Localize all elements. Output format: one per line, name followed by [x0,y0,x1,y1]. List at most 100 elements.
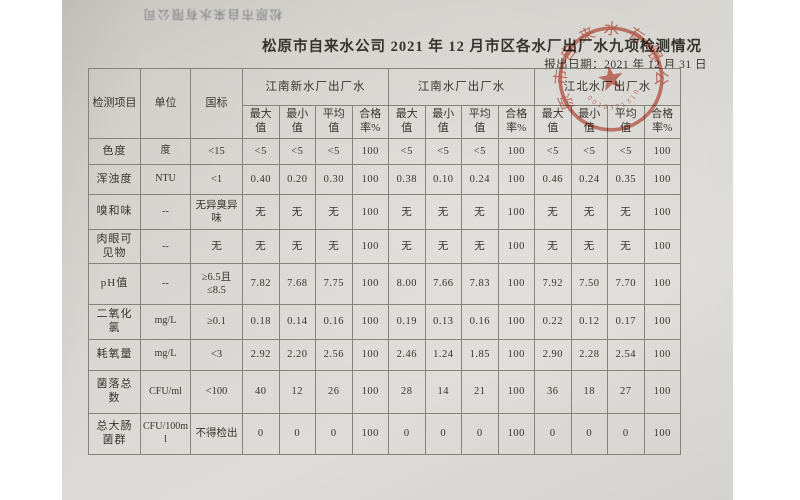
table-cell-0: 0.40 [242,164,280,196]
stat-header-0-3: 合格率% [351,105,389,139]
table-cell-0: 2.92 [242,338,280,371]
table-cell-11: 100 [643,412,681,456]
table-cell-8: 无 [534,229,572,265]
table-cell-11: 100 [643,303,681,340]
row-standard: 无异臭异味 [190,194,243,231]
table-cell-4: 2.46 [388,338,426,371]
header-unit: 单位 [140,68,191,139]
stat-header-2-1: 最小值 [570,105,608,139]
table-cell-1: 0.20 [278,164,316,196]
stat-header-1-2: 平均值 [461,105,499,139]
table-cell-5: <5 [424,137,462,166]
table-cell-11: 100 [643,263,681,305]
table-cell-6: 0.16 [461,303,499,340]
table-row: 肉眼可见物 -- 无无无无 100 无无无 100 无无无 100 [88,229,681,265]
table-cell-7: 100 [497,229,535,265]
stat-header-2-0: 最大值 [534,105,572,139]
table-cell-10: 0.17 [607,303,645,340]
plant-header-2: 江北水厂出厂水 [534,68,681,106]
table-row: 色度度 <15 <5 <5 <5 100 <5 <5 <5 100 <5 <5 <5 100 [88,137,681,166]
row-item-label: 色度 [88,137,141,166]
table-cell-4: 0.19 [388,303,426,340]
table-row: 耗氧量 mg/L <3 2.92 2.20 2.56 100 2.46 1.24 1.85 100 2… [88,338,681,371]
table-cell-1: 2.20 [278,338,316,371]
row-unit: CFU/ml [140,369,191,414]
table-cell-2: 26 [315,369,353,414]
header-item: 检测项目 [88,68,141,139]
table-cell-1: 12 [278,369,316,414]
table-row: 二氧化氯 mg/L ≥0.1 0.18 0.14 0.16 100 0.19 0.13 0.16 1… [88,303,681,340]
table-cell-3: 100 [351,412,389,456]
table-cell-3: 100 [351,338,389,371]
row-item-label: 浑浊度 [88,164,141,196]
table-cell-2: 0.16 [315,303,353,340]
table-cell-8: 无 [534,194,572,231]
table-cell-7: 100 [497,164,535,196]
table-cell-11: 100 [643,369,681,414]
table-cell-0: 7.82 [242,263,280,305]
table-cell-9: <5 [570,137,608,166]
table-cell-9: 0.12 [570,303,608,340]
table-cell-0: 0 [242,412,280,456]
table-cell-10: 无 [607,194,645,231]
table-row: 菌落总数 CFU/ml <100 40 12 26 100 28 14 21 100 36 18 27 10… [88,369,681,414]
table-cell-2: 0 [315,412,353,456]
table-cell-9: 0 [570,412,608,456]
table-cell-1: 7.68 [278,263,316,305]
row-unit: mg/L [140,338,191,371]
plant-header-0: 江南新水厂出厂水 [242,68,389,106]
table-cell-4: 28 [388,369,426,414]
row-item-label: 总大肠菌群 [88,412,141,456]
row-item-label: pH值 [88,263,141,305]
table-cell-8: 0.22 [534,303,572,340]
table-cell-6: 无 [461,194,499,231]
row-unit: -- [140,229,191,265]
table-cell-8: <5 [534,137,572,166]
table-cell-6: 0.24 [461,164,499,196]
table-row: pH值 -- ≥6.5且≤8.5 7.82 7.68 7.75 100 8.00 7.66 7.8… [88,263,681,305]
table-cell-0: 无 [242,229,280,265]
table-cell-6: 1.85 [461,338,499,371]
table-cell-4: 无 [388,194,426,231]
table-cell-4: 0 [388,412,426,456]
table-cell-1: 无 [278,194,316,231]
row-unit: mg/L [140,303,191,340]
table-cell-3: 100 [351,137,389,166]
table-cell-10: 0 [607,412,645,456]
table-cell-3: 100 [351,303,389,340]
table-cell-6: 7.83 [461,263,499,305]
table-cell-2: 无 [315,229,353,265]
row-item-label: 嗅和味 [88,194,141,231]
report-table-body: 色度度 <15 <5 <5 <5 100 <5 <5 <5 100 <5 <5 <5 100 浑浊度 NTU <… [88,137,681,456]
table-cell-11: 100 [643,338,681,371]
table-cell-8: 7.92 [534,263,572,305]
row-unit: -- [140,263,191,305]
table-cell-4: <5 [388,137,426,166]
table-cell-2: 无 [315,194,353,231]
stat-header-2-3: 合格率% [643,105,681,139]
table-cell-2: 7.75 [315,263,353,305]
photographed-document: 松原市自来水有限公司 松原市自来水公司 2021 年 12 月市区各水厂出厂水九… [62,0,733,500]
table-cell-4: 0.38 [388,164,426,196]
stat-header-1-0: 最大值 [388,105,426,139]
stat-header-0-2: 平均值 [315,105,353,139]
table-cell-0: <5 [242,137,280,166]
table-row: 总大肠菌群 CFU/100ml 不得检出 0 0 0 100 0 0 0 100 0 0 0 100 [88,412,681,456]
table-cell-11: 100 [643,194,681,231]
report-table: 检测项目 单位 国标 江南新水厂出厂水 江南水厂出厂水 江北水厂出厂水 最大值 最小值 平均值合… [88,68,681,456]
table-cell-5: 无 [424,229,462,265]
table-cell-7: 100 [497,303,535,340]
table-cell-0: 0.18 [242,303,280,340]
table-cell-3: 100 [351,229,389,265]
table-cell-10: 7.70 [607,263,645,305]
row-standard: <1 [190,164,243,196]
table-cell-8: 36 [534,369,572,414]
stat-header-0-0: 最大值 [242,105,280,139]
row-unit: 度 [140,137,191,166]
row-standard: <100 [190,369,243,414]
table-cell-1: 0.14 [278,303,316,340]
stat-header-1-3: 合格率% [497,105,535,139]
table-cell-7: 100 [497,137,535,166]
table-cell-0: 40 [242,369,280,414]
table-cell-9: 0.24 [570,164,608,196]
